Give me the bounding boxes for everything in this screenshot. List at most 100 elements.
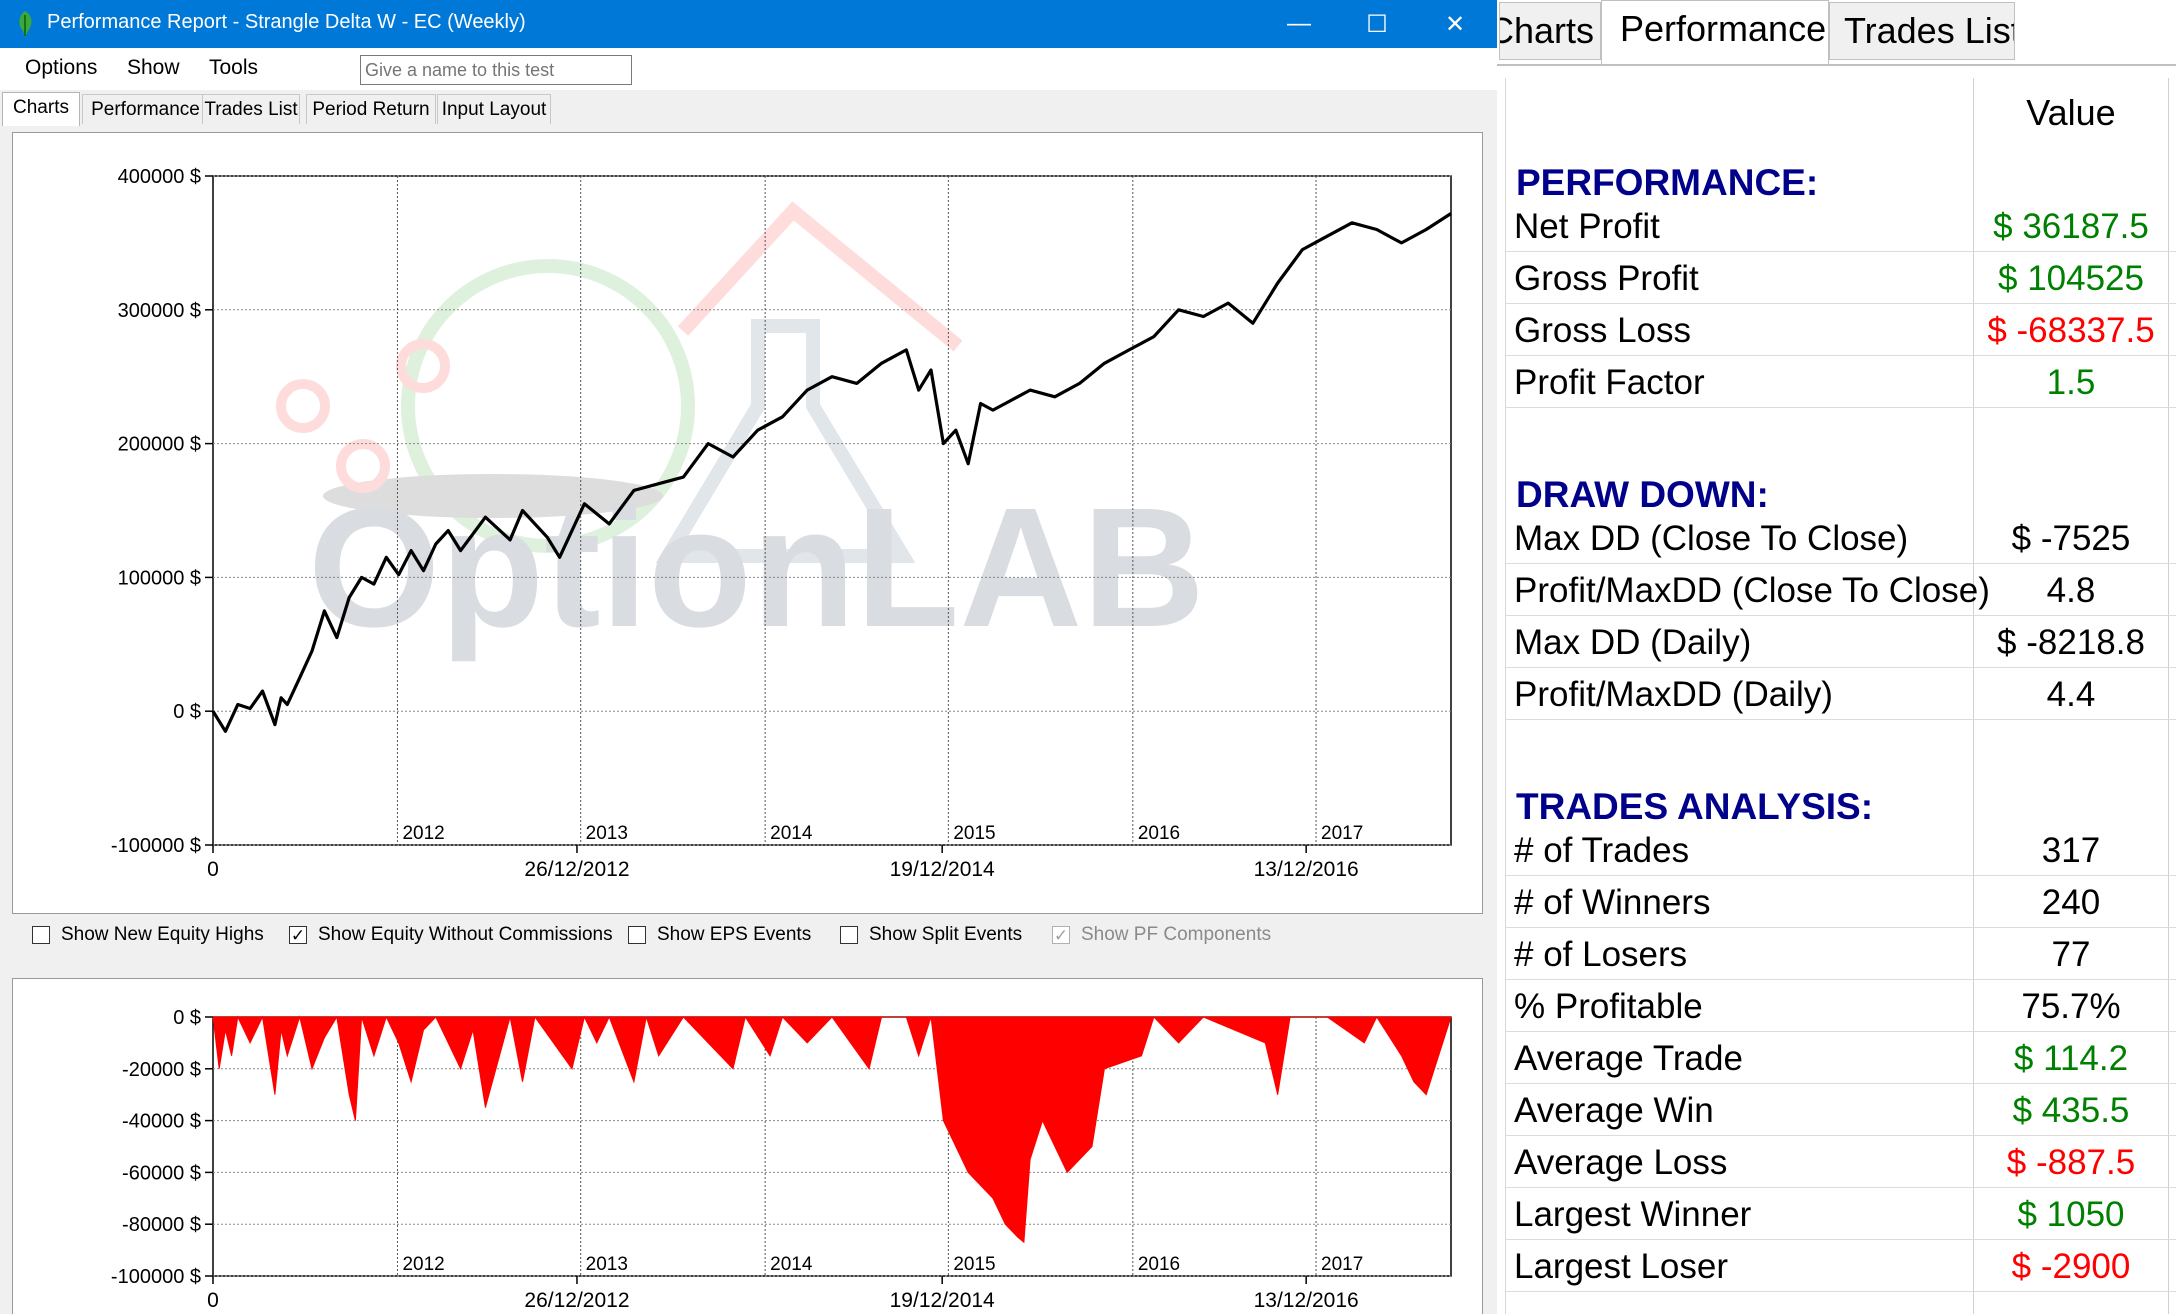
summary-tabs: Charts Performance Trades List [1497,0,2176,66]
tab-trades-list[interactable]: Trades List [202,94,300,124]
menu-show[interactable]: Show [127,56,180,79]
metric-label: # of Losers [1514,935,1688,974]
tab-input-layout[interactable]: Input Layout [437,94,551,124]
metric-label: Gross Profit [1514,259,1699,298]
performance-row: # of Losers 77 [1506,928,2176,980]
window-title: Performance Report - Strangle Delta W - … [47,11,526,33]
metric-label: % Profitable [1514,987,1703,1026]
checkbox-label: Show Split Events [869,924,1023,945]
checkbox-label: Show New Equity Highs [61,924,264,945]
metric-value: 4.4 [2046,675,2096,714]
tab-period-return[interactable]: Period Return [306,94,436,124]
checkbox-box[interactable] [840,926,858,944]
maximize-button[interactable]: ☐ [1366,10,1388,38]
tab-charts[interactable]: Charts [2,92,80,126]
performance-row: # of Trades 317 [1506,824,2176,876]
metric-value: 1.5 [2046,363,2096,402]
metric-label: # of Trades [1514,831,1690,870]
watermark-roof [677,201,963,352]
year-label: 2017 [1321,1254,1363,1275]
y-tick-label: -40000 $ [122,1111,201,1133]
metric-label: Profit/MaxDD (Close To Close) [1514,571,1990,610]
report-tabs: Charts Performance Trades List Period Re… [0,92,1497,126]
year-label: 2015 [953,823,995,844]
value-column-header: Value [2026,92,2116,133]
metric-label: Average Win [1514,1091,1714,1130]
year-label: 2016 [1138,823,1180,844]
menu-tools[interactable]: Tools [209,56,259,79]
plot-frame [212,175,1452,846]
metric-label: Gross Loss [1514,311,1691,350]
checkbox-box[interactable] [32,926,50,944]
metric-label: # of Winners [1514,883,1711,922]
checkbox-box[interactable] [628,926,646,944]
watermark-node [276,379,330,433]
x-tick-label: 26/12/2012 [524,1289,629,1312]
performance-row: Profit/MaxDD (Close To Close) 4.8 [1506,564,2176,616]
metric-value: $ 435.5 [2012,1091,2130,1130]
metric-value: $ 1050 [2017,1195,2125,1234]
show-new-equity-highs-checkbox[interactable]: Show New Equity Highs [32,924,264,946]
performance-row: Net Profit $ 36187.5 [1506,200,2176,252]
performance-row: Average Loss $ -887.5 [1506,1136,2176,1188]
metric-value: $ 104525 [1998,259,2144,298]
performance-row: Gross Profit $ 104525 [1506,252,2176,304]
chart-options-bar: Show New Equity Highs ✓ Show Equity With… [0,918,1497,958]
performance-row: Max DD (Close To Close) $ -7525 [1506,512,2176,564]
app-leaf-icon [19,11,32,37]
performance-row: Profit Factor 1.5 [1506,356,2176,408]
section-title: DRAW DOWN: [1516,474,1769,515]
y-tick-label: -100000 $ [111,1266,201,1288]
metric-value: $ -8218.8 [1997,623,2145,662]
tab-performance[interactable]: Performance [1601,0,1829,66]
plot-frame [212,1016,1452,1277]
y-tick-label: 200000 $ [118,434,201,456]
y-tick-label: -100000 $ [111,835,201,857]
tab-performance[interactable]: Performance [82,94,209,124]
metric-value: $ 36187.5 [1993,207,2149,246]
tab-charts[interactable]: Charts [1499,2,1601,60]
year-label: 2017 [1321,823,1363,844]
performance-row: Average Trade $ 114.2 [1506,1032,2176,1084]
metric-value: $ -68337.5 [1987,311,2155,350]
metric-label: Profit/MaxDD (Daily) [1514,675,1833,714]
tab-charts-label: Charts [1500,10,1595,51]
drawdown-chart: 0 $ -20000 $ -40000 $ -60000 $ -80000 $ -1000… [111,1007,1452,1312]
drawdown-chart-panel: 0 $ -20000 $ -40000 $ -60000 $ -80000 $ -1000… [12,978,1483,1314]
metric-value: 240 [2041,883,2101,922]
show-equity-without-commissions-checkbox[interactable]: ✓ Show Equity Without Commissions [289,924,613,946]
y-tick-label: -20000 $ [122,1059,201,1081]
test-name-input[interactable] [360,55,632,85]
performance-row: Largest Winner $ 1050 [1506,1188,2176,1240]
y-tick-label: -80000 $ [122,1214,201,1236]
checkbox-label: Show PF Components [1081,924,1272,945]
metric-label: Largest Winner [1514,1195,1752,1234]
equity-chart-panel: OptionLAB 400000 $ 300000 $ 200000 $ 100000 … [12,132,1483,914]
drawdown-area [212,1015,1452,1244]
year-label: 2013 [586,1254,628,1275]
y-tick-label: 300000 $ [118,300,201,322]
show-eps-events-checkbox[interactable]: Show EPS Events [628,924,811,946]
year-label: 2014 [770,1254,813,1275]
metric-label: Max DD (Daily) [1514,623,1752,662]
show-split-events-checkbox[interactable]: Show Split Events [840,924,1022,946]
y-tick-label: 0 $ [173,701,201,723]
close-button[interactable]: ✕ [1444,10,1466,38]
menu-bar: Options Show Tools [0,48,1497,90]
watermark-text: OptionLAB [308,473,1205,663]
performance-report-window: Performance Report - Strangle Delta W - … [0,0,1497,1314]
x-tick-label: 19/12/2014 [890,858,995,881]
menu-options[interactable]: Options [25,56,98,79]
title-bar[interactable]: Performance Report - Strangle Delta W - … [0,0,1497,48]
checkbox-box[interactable]: ✓ [289,925,307,945]
show-pf-components-checkbox: ✓ Show PF Components [1052,924,1271,946]
tab-trades-list[interactable]: Trades List [1829,2,2015,60]
metric-value: 77 [2051,935,2091,974]
watermark-swoosh [323,474,663,518]
year-label: 2012 [402,1254,444,1275]
y-tick-label: 400000 $ [118,166,201,188]
watermark-logo: OptionLAB [276,201,1205,663]
performance-row: Gross Loss $ -68337.5 [1506,304,2176,356]
minimize-button[interactable]: — [1287,10,1311,37]
y-tick-label: 100000 $ [118,567,201,589]
